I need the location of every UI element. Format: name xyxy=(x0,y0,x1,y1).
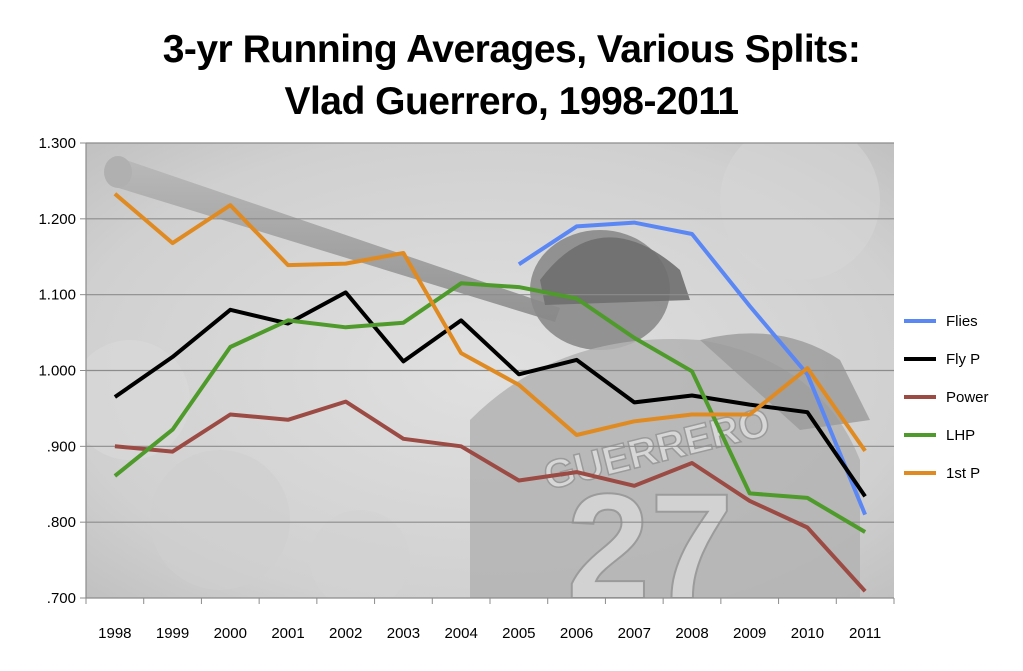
x-tick-label-1999: 1999 xyxy=(156,625,189,642)
x-tick-label-2008: 2008 xyxy=(675,625,708,642)
legend-label-power: Power xyxy=(946,389,989,406)
x-tick-label-1998: 1998 xyxy=(98,625,131,642)
y-tick-label-4: 1.100 xyxy=(38,287,76,304)
y-tick-label-0: .700 xyxy=(47,590,76,607)
x-tick-label-2004: 2004 xyxy=(444,625,477,642)
y-tick-label-2: .900 xyxy=(47,438,76,455)
series-line-1st-p xyxy=(113,192,867,453)
x-tick-label-2000: 2000 xyxy=(214,625,247,642)
series-line-fly-p xyxy=(113,290,867,498)
x-tick-label-2007: 2007 xyxy=(618,625,651,642)
series-line-lhp xyxy=(113,281,867,534)
axes: .700 .800 .900 1.000 1.100 1.200 1.300 1998 1999… xyxy=(38,135,895,642)
x-tick-label-2002: 2002 xyxy=(329,625,362,642)
y-tick-label-6: 1.300 xyxy=(38,135,76,152)
x-tick-label-2003: 2003 xyxy=(387,625,420,642)
legend-label-fly-p: Fly P xyxy=(946,351,980,368)
legend-label-lhp: LHP xyxy=(946,427,975,444)
legend-label-flies: Flies xyxy=(946,313,978,330)
x-tick-label-2006: 2006 xyxy=(560,625,593,642)
chart-title-line-1: 3-yr Running Averages, Various Splits: xyxy=(162,28,861,71)
series-line-flies xyxy=(517,220,867,516)
x-tick-label-2011: 2011 xyxy=(849,625,881,642)
y-tick-label-5: 1.200 xyxy=(38,211,76,228)
y-tick-label-3: 1.000 xyxy=(38,363,76,380)
x-tick-label-2005: 2005 xyxy=(502,625,535,642)
x-tick-label-2001: 2001 xyxy=(271,625,304,642)
x-tick-label-2010: 2010 xyxy=(791,625,824,642)
x-tick-label-2009: 2009 xyxy=(733,625,766,642)
legend-label-1st-p: 1st P xyxy=(946,465,980,482)
y-tick-label-1: .800 xyxy=(47,514,76,531)
legend: Flies Fly P Power LHP 1st P xyxy=(904,313,989,482)
background-photo: GUERRERO 27 xyxy=(86,143,894,630)
chart-title-line-2: Vlad Guerrero, 1998-2011 xyxy=(284,80,739,123)
series-lines xyxy=(113,192,867,593)
jersey-number-text: 27 xyxy=(567,462,734,630)
series-line-power xyxy=(114,399,867,593)
